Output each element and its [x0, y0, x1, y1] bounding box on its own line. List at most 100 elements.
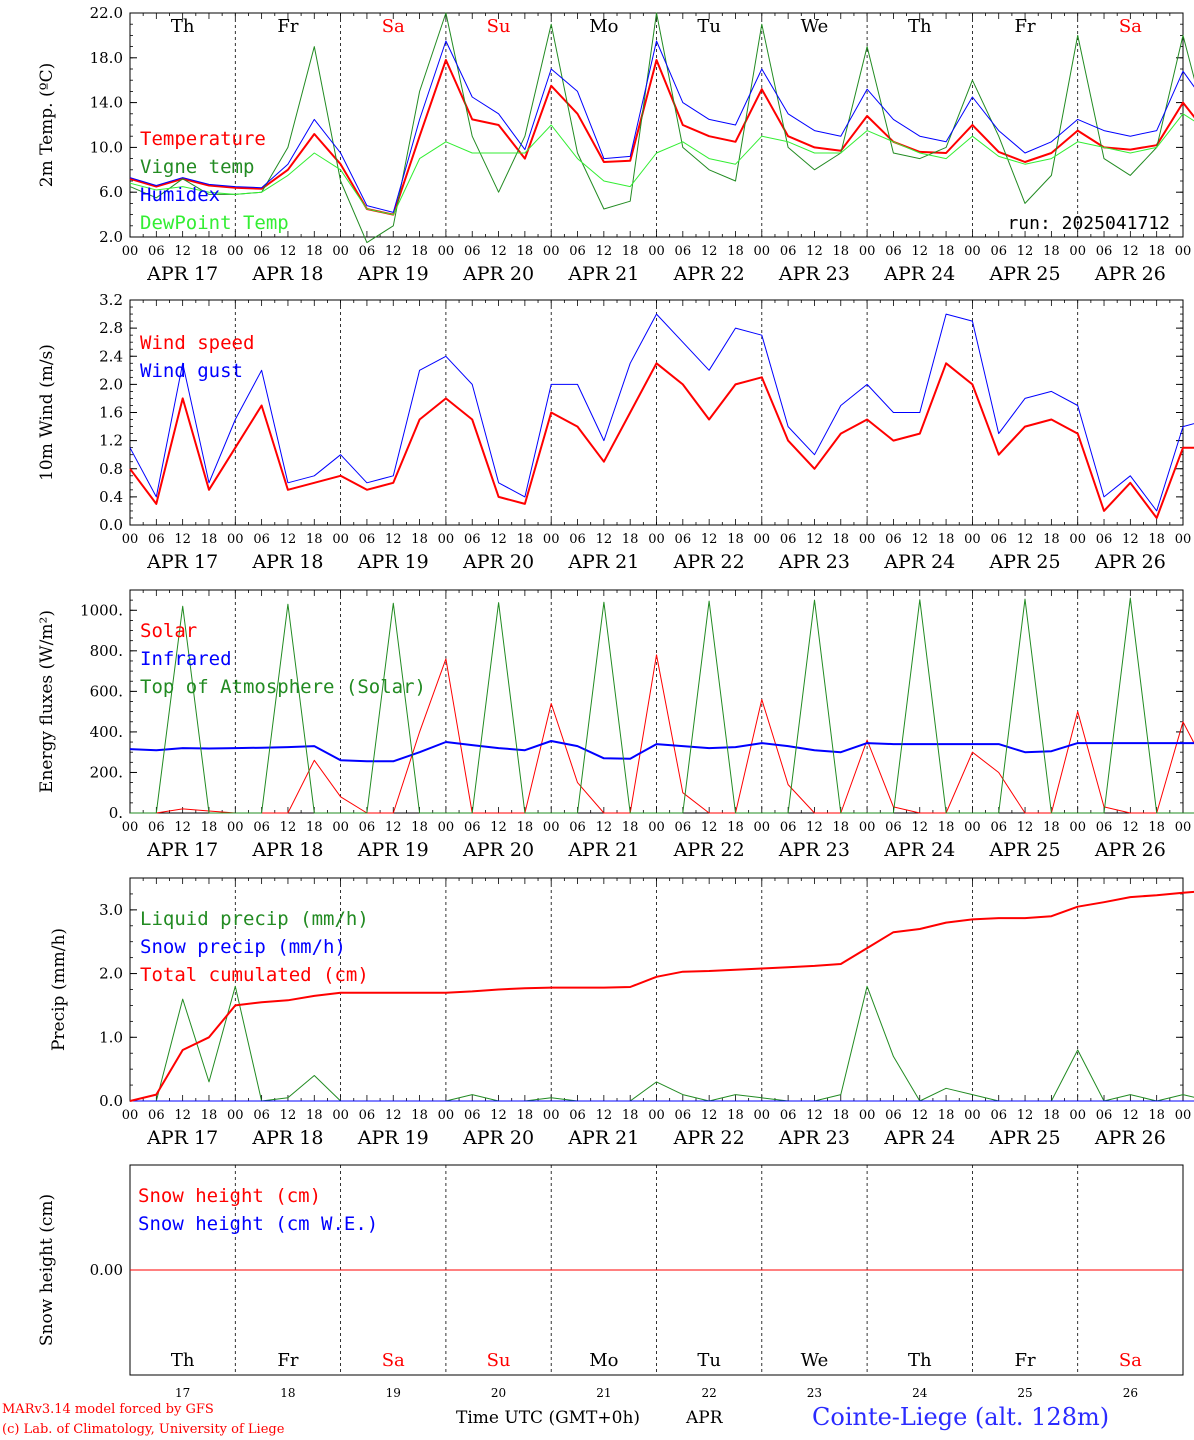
hour-tick-label: 12 [174, 1108, 191, 1123]
date-label: APR 20 [462, 1127, 534, 1149]
date-label: APR 18 [251, 1127, 323, 1149]
hour-tick-label: 12 [911, 244, 928, 259]
hour-tick-label: 00 [122, 820, 139, 835]
date-label: APR 20 [462, 263, 534, 285]
y-tick-label: 0.0 [99, 1092, 123, 1110]
hour-tick-label: 18 [201, 244, 218, 259]
hour-tick-label: 00 [1069, 1108, 1086, 1123]
hour-tick-label: 18 [517, 820, 534, 835]
hour-tick-label: 12 [1122, 244, 1139, 259]
station-label: Cointe-Liege (alt. 128m) [812, 1403, 1109, 1431]
day-number-label: 18 [280, 1386, 295, 1400]
hour-tick-label: 18 [411, 244, 428, 259]
date-label: APR 25 [989, 839, 1061, 861]
weekday-label: We [801, 16, 829, 37]
hour-tick-label: 18 [411, 1108, 428, 1123]
hour-tick-label: 00 [227, 1108, 244, 1123]
y-tick-label: 2.4 [99, 347, 123, 365]
date-label: APR 21 [567, 1127, 639, 1149]
weekday-label: Mo [589, 16, 618, 37]
y-tick-label: 3.0 [99, 901, 123, 919]
series-line-1 [130, 985, 1194, 1102]
hour-tick-label: 12 [280, 532, 297, 547]
weekday-label: Tu [697, 16, 721, 37]
x-axis-title: Time UTC (GMT+0h) [456, 1408, 640, 1428]
hour-tick-label: 12 [1122, 532, 1139, 547]
hour-tick-label: 18 [833, 820, 850, 835]
hour-tick-label: 06 [569, 532, 586, 547]
weekday-label: Su [487, 1350, 511, 1371]
date-label: APR 21 [567, 839, 639, 861]
hour-tick-label: 12 [1017, 532, 1034, 547]
series-line-3 [130, 597, 1194, 814]
hour-tick-label: 06 [780, 532, 797, 547]
x-axis-month: APR [685, 1408, 724, 1428]
hour-tick-label: 06 [990, 244, 1007, 259]
series-line-3 [129, 40, 1194, 213]
hour-tick-label: 06 [780, 1108, 797, 1123]
date-label: APR 22 [673, 551, 745, 573]
hour-tick-label: 00 [438, 820, 455, 835]
weekday-label: Fr [277, 1350, 298, 1371]
hour-tick-label: 12 [701, 1108, 718, 1123]
y-tick-label: 800. [90, 642, 123, 660]
hour-tick-label: 12 [1017, 244, 1034, 259]
hour-tick-label: 12 [1017, 1108, 1034, 1123]
date-label: APR 26 [1094, 263, 1166, 285]
date-label: APR 24 [883, 551, 955, 573]
hour-tick-label: 12 [385, 1108, 402, 1123]
hour-tick-label: 18 [306, 820, 323, 835]
hour-tick-label: 00 [227, 820, 244, 835]
hour-tick-label: 18 [411, 820, 428, 835]
y-tick-label: 2.0 [99, 965, 123, 983]
hour-tick-label: 06 [780, 820, 797, 835]
footer-lab-credit: (c) Lab. of Climatology, University of L… [2, 1422, 285, 1437]
hour-tick-label: 00 [543, 532, 560, 547]
y-tick-label: 1000. [80, 601, 123, 619]
hour-tick-label: 00 [648, 532, 665, 547]
legend-entry: Infrared [140, 648, 232, 670]
hour-tick-label: 00 [1175, 820, 1192, 835]
hour-tick-label: 12 [490, 532, 507, 547]
hour-tick-label: 00 [122, 1108, 139, 1123]
hour-tick-label: 00 [227, 532, 244, 547]
hour-tick-label: 18 [1043, 532, 1060, 547]
y-tick-label: 2.0 [99, 228, 123, 246]
date-label: APR 24 [883, 1127, 955, 1149]
hour-tick-label: 00 [964, 532, 981, 547]
hour-tick-label: 12 [280, 244, 297, 259]
hour-tick-label: 12 [385, 820, 402, 835]
hour-tick-label: 06 [253, 820, 270, 835]
date-label: APR 23 [778, 263, 850, 285]
weekday-label: Sa [382, 1350, 405, 1371]
footer-model-credit: MARv3.14 model forced by GFS [2, 1402, 214, 1417]
hour-tick-label: 06 [253, 532, 270, 547]
hour-tick-label: 18 [833, 244, 850, 259]
date-label: APR 19 [357, 263, 429, 285]
hour-tick-label: 00 [859, 244, 876, 259]
series-line-3 [129, 890, 1194, 1102]
hour-tick-label: 18 [622, 1108, 639, 1123]
hour-tick-label: 12 [596, 1108, 613, 1123]
plot-frame [129, 589, 1184, 814]
hour-tick-label: 18 [833, 532, 850, 547]
legend-entry: DewPoint Temp [140, 212, 289, 234]
date-label: APR 26 [1094, 1127, 1166, 1149]
hour-tick-label: 18 [938, 1108, 955, 1123]
y-axis-title: 10m Wind (m/s) [37, 344, 57, 481]
hour-tick-label: 18 [622, 532, 639, 547]
hour-tick-label: 00 [964, 244, 981, 259]
legend-entry: Wind speed [140, 332, 254, 354]
hour-tick-label: 12 [911, 532, 928, 547]
hour-tick-label: 06 [359, 1108, 376, 1123]
hour-tick-label: 12 [806, 244, 823, 259]
date-label: APR 25 [989, 263, 1061, 285]
y-tick-label: 1.2 [99, 432, 123, 450]
hour-tick-label: 18 [201, 820, 218, 835]
hour-tick-label: 12 [806, 532, 823, 547]
hour-tick-label: 18 [622, 244, 639, 259]
hour-tick-label: 18 [411, 532, 428, 547]
date-label: APR 22 [673, 263, 745, 285]
date-label: APR 26 [1094, 551, 1166, 573]
y-tick-label: 0.0 [99, 516, 123, 534]
